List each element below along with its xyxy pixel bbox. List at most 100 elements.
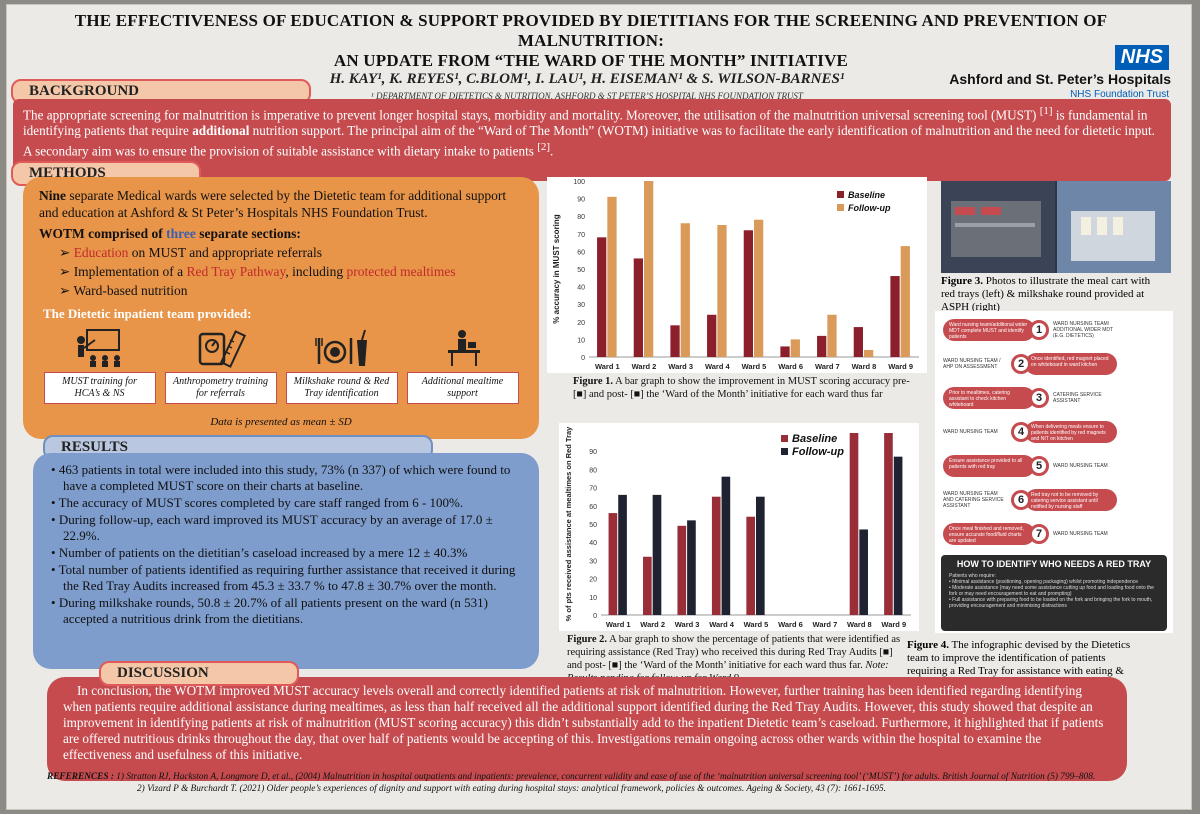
background-text-c: nutrition support. The principal aim of …	[23, 123, 1155, 159]
y-tick-label: 90	[589, 449, 597, 456]
step-number: 5	[1029, 456, 1049, 476]
methods-item-education: ➢ Education on MUST and appropriate refe…	[59, 244, 523, 261]
y-tick-label: 10	[577, 337, 585, 344]
infographic-step: Ward nursing team/additional wider MDT c…	[943, 319, 1117, 341]
x-tick-label: Ward 7	[815, 362, 840, 371]
figure-2-chart: 0 10 20 30 40 50 60 70 80 90 % of pts received ass…	[564, 426, 911, 629]
step-number: 3	[1029, 388, 1049, 408]
y-tick-label: 0	[581, 355, 585, 362]
results-item: • During milkshake rounds, 50.8 ± 20.7% …	[49, 595, 523, 627]
figure-4-label: Figure 4.	[907, 639, 949, 651]
y-tick-label: 30	[589, 558, 597, 565]
affiliation: ¹ DEPARTMENT OF DIETETICS & NUTRITION, A…	[371, 91, 803, 101]
step-role: WARD NURSING TEAM	[943, 429, 998, 435]
figure-2-chart-box: 0 10 20 30 40 50 60 70 80 90 % of pts received ass…	[559, 423, 919, 631]
methods-item2-b: , including	[285, 264, 347, 279]
figure-3-label: Figure 3.	[941, 275, 983, 287]
y-tick-label: 20	[577, 320, 585, 327]
y-axis-label: % of pts received assistance at mealtime…	[564, 426, 573, 621]
bar	[790, 339, 800, 357]
methods-item-ward-nutrition: ➢ Ward-based nutrition	[59, 282, 523, 299]
title-line-1: THE EFFECTIVENESS OF EDUCATION & SUPPORT…	[74, 11, 1108, 50]
figure-3-caption-text: Photos to illustrate the meal cart with …	[941, 275, 1151, 313]
arrow-icon: ➢	[59, 264, 71, 279]
trust-subtitle: NHS Foundation Trust	[1070, 89, 1169, 100]
results-list: • 463 patients in total were included in…	[49, 462, 523, 627]
title-line-2: AN UPDATE FROM “THE WARD OF THE MONTH” I…	[333, 51, 849, 70]
methods-item2-red2: protected mealtimes	[346, 264, 456, 279]
y-tick-label: 70	[577, 232, 585, 239]
results-item-text: 463 patients in total were included into…	[58, 462, 511, 493]
infographic-step: WARD NURSING TEAM AND CATERING SERVICE A…	[943, 489, 1117, 511]
x-tick-label: Ward 4	[705, 362, 731, 371]
icon-col-anthropometry: Anthropometry training for referrals	[162, 328, 280, 404]
figure-3-caption: Figure 3. Photos to illustrate the meal …	[941, 275, 1165, 314]
provided-heading: The Dietetic inpatient team provided:	[43, 306, 252, 321]
step-role: WARD NURSING TEAM AND CATERING SERVICE A…	[943, 491, 1004, 509]
x-tick-label: Ward 6	[778, 620, 803, 629]
legend-swatch	[837, 204, 844, 211]
nhs-logo: NHS	[1114, 45, 1169, 70]
bullet: •	[51, 562, 56, 577]
arrow-icon: ➢	[59, 245, 71, 260]
how-item: • Full assistance with preparing food to…	[949, 597, 1153, 609]
y-tick-label: 20	[589, 577, 597, 584]
x-tick-label: Ward 1	[606, 620, 631, 629]
y-tick-label: 0	[593, 613, 597, 620]
y-tick-label: 40	[577, 285, 585, 292]
bar	[677, 525, 687, 615]
bar	[607, 196, 617, 357]
bar	[849, 433, 859, 615]
bar	[743, 230, 753, 357]
icon-label-milkshake: Milkshake round & Red Tray identificatio…	[285, 372, 398, 404]
background-text-a: The appropriate screening for malnutriti…	[23, 107, 1040, 123]
bar	[827, 314, 837, 357]
x-tick-label: Ward 8	[847, 620, 872, 629]
icon-col-milkshake: Milkshake round & Red Tray identificatio…	[283, 328, 401, 404]
y-tick-label: 60	[589, 504, 597, 511]
step-role: WARD NURSING TEAM / AHP ON ASSESSMENT	[943, 358, 1001, 370]
methods-p2-a: WOTM comprised of	[39, 226, 167, 241]
step-number: 2	[1011, 354, 1031, 374]
y-tick-label: 80	[577, 214, 585, 221]
y-tick-label: 50	[577, 267, 585, 274]
figure-1-chart-box: 0 10 20 30 40 50 60 70 80 90 100 % accuracy in MUST…	[547, 177, 927, 373]
bar	[652, 494, 662, 615]
bar	[864, 349, 874, 357]
y-tick-label: 80	[589, 467, 597, 474]
ref-1-marker: [1]	[1039, 105, 1053, 117]
infographic: Ward nursing team/additional wider MDT c…	[935, 311, 1173, 633]
authors: H. KAY¹, K. REYES¹, C.BLOM¹, I. LAU¹, H.…	[329, 71, 845, 87]
infographic-step: Prior to mealtimes, catering assistant t…	[943, 387, 1117, 409]
how-item: • Moderate assistance (may need some ass…	[949, 585, 1154, 597]
methods-list: ➢ Education on MUST and appropriate refe…	[59, 244, 523, 299]
icon-label-must-training: MUST training for HCA’s & NS	[43, 372, 156, 404]
methods-paragraph-1: Nine separate Medical wards were selecte…	[39, 187, 523, 221]
reference-1: REFERENCES : 1) Stratton RJ, Hackston A,…	[47, 771, 1147, 783]
bar	[608, 513, 618, 615]
methods-nine: Nine	[39, 188, 66, 203]
how-to-identify-text: Patients who require: • Minimal assistan…	[949, 573, 1159, 609]
how-intro: Patients who require:	[949, 573, 996, 579]
step-text: Ensure assistance provided to all patien…	[943, 455, 1035, 477]
icon-col-mealtime-support: Additional mealtime support	[404, 328, 522, 404]
x-tick-label: Ward 8	[852, 362, 877, 371]
legend-swatch	[781, 448, 788, 455]
results-item-text: During follow-up, each ward improved its…	[58, 512, 493, 543]
y-tick-label: 90	[577, 197, 585, 204]
bar	[717, 225, 727, 357]
legend-label: Follow-up	[848, 203, 891, 213]
bar	[597, 237, 607, 357]
methods-item1-red: Education	[73, 245, 129, 260]
y-tick-label: 100	[573, 179, 585, 186]
bar	[680, 223, 690, 357]
legend-label: Baseline	[792, 433, 837, 445]
bar	[853, 327, 863, 357]
methods-item2-red1: Red Tray Pathway	[186, 264, 286, 279]
step-role: CATERING SERVICE ASSISTANT	[1053, 392, 1102, 404]
x-tick-label: Ward 9	[881, 620, 906, 629]
step-number: 1	[1029, 320, 1049, 340]
bar	[884, 433, 893, 615]
figure-1-caption: Figure 1. A bar graph to show the improv…	[573, 375, 923, 401]
bar	[900, 246, 910, 357]
